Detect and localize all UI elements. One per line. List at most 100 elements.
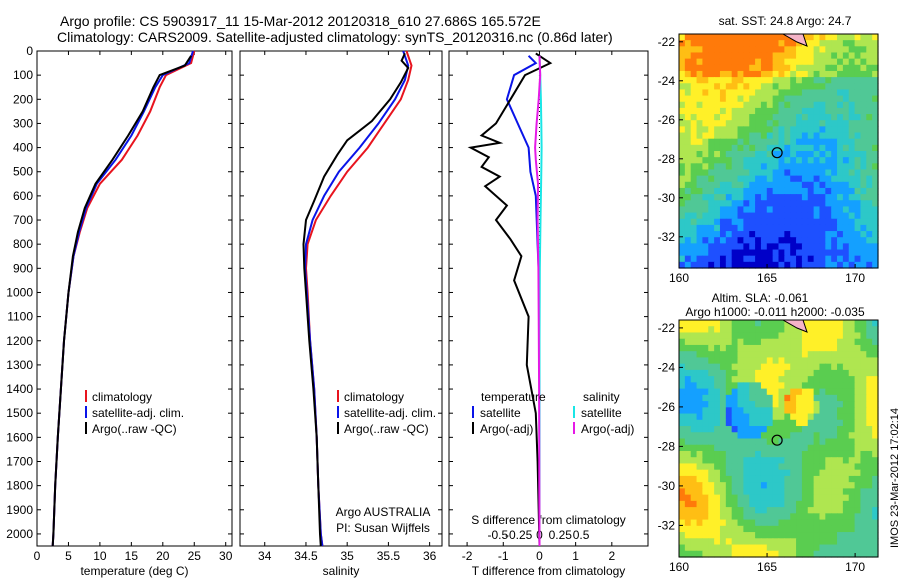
- sst-map-cell: [714, 126, 721, 134]
- sst-map-cell: [725, 249, 733, 257]
- sla-map-cell: [831, 494, 838, 502]
- sst-map-cell: [737, 58, 744, 66]
- sla-map-cell: [860, 357, 867, 365]
- sst-map-cell: [755, 70, 762, 78]
- sla-map-cell: [696, 401, 704, 408]
- sst-map-cell: [860, 194, 867, 201]
- sst-map-cell: [801, 120, 809, 127]
- sla-map-cell: [831, 320, 838, 327]
- sst-map-cell: [842, 218, 850, 226]
- sla-map-cell: [860, 338, 867, 346]
- sst-map-cell: [784, 138, 791, 146]
- sla-map-cell: [690, 401, 698, 408]
- sst-map-cell: [778, 126, 785, 134]
- sla-map-cell: [766, 507, 774, 514]
- sst-map-cell: [796, 175, 803, 183]
- sst-map-cell: [801, 255, 809, 263]
- sla-map-cell: [690, 326, 698, 334]
- sla-map-cell: [807, 457, 815, 465]
- sst-map-cell: [790, 107, 797, 115]
- sla-map-cell: [725, 363, 733, 371]
- sst-map-cell: [690, 218, 698, 226]
- sst-map-cell: [801, 34, 809, 41]
- sla-map-cell: [766, 469, 774, 477]
- sla-map-cell: [679, 438, 686, 446]
- sst-map-cell: [790, 175, 797, 183]
- sst-map-cell: [749, 89, 756, 97]
- sst-map-cell: [813, 120, 821, 127]
- sst-map-cell: [807, 200, 815, 208]
- sla-map-cell: [801, 519, 809, 527]
- sst-map-cell: [766, 132, 774, 140]
- sst-map-cell: [784, 157, 791, 164]
- sst-map-cell: [725, 237, 733, 244]
- sst-map-cell: [766, 157, 774, 164]
- sst-map-cell: [755, 243, 762, 251]
- sst-map-cell: [743, 89, 750, 97]
- sla-map-cell: [807, 550, 815, 558]
- sst-map-cell: [719, 175, 727, 183]
- sst-map-cell: [790, 206, 797, 214]
- sst-map-cell: [743, 151, 750, 158]
- sla-map-cell: [679, 332, 686, 340]
- sla-map-cell: [684, 332, 692, 340]
- sst-map-cell: [684, 101, 692, 109]
- sst-map-cell: [679, 169, 686, 177]
- sst-map-cell: [784, 243, 791, 251]
- sst-map-cell: [796, 126, 803, 134]
- sla-map-cell: [872, 513, 879, 521]
- sst-map-cell: [755, 46, 762, 54]
- sst-map-cell: [731, 243, 739, 251]
- sla-map-cell: [837, 351, 844, 359]
- sla-map-cell: [719, 401, 727, 408]
- sst-map-cell: [684, 194, 692, 201]
- sla-map-cell: [848, 432, 856, 440]
- sst-map-cell: [872, 40, 879, 47]
- sst-map-cell: [819, 218, 826, 226]
- sla-map-cell: [702, 376, 709, 383]
- sla-map-cell: [719, 388, 727, 396]
- sst-map-cell: [743, 144, 750, 152]
- sst-map-cell: [825, 34, 832, 41]
- sla-map-cell: [766, 394, 774, 402]
- sla-map-cell: [842, 394, 850, 402]
- sla-map-cell: [702, 320, 709, 327]
- sla-map-cell: [696, 457, 704, 465]
- sla-map-cell: [848, 488, 856, 496]
- sst-map-cell: [743, 187, 750, 195]
- sst-map-cell: [760, 77, 768, 84]
- sst-map-cell: [831, 70, 838, 78]
- sst-map-cell: [737, 237, 744, 244]
- sst-map-cell: [825, 157, 832, 164]
- sst-map-cell: [872, 163, 879, 171]
- sst-map-cell: [807, 77, 815, 84]
- sla-map-cell: [749, 320, 756, 327]
- sst-map-cell: [807, 218, 815, 226]
- sst-map-cell: [696, 120, 704, 127]
- sla-map-cell: [872, 401, 879, 408]
- sst-map-cell: [696, 34, 704, 41]
- sla-map-cell: [702, 463, 709, 471]
- sst-map-cell: [696, 64, 704, 72]
- sla-map-cell: [684, 550, 692, 558]
- sla-map-cell: [755, 401, 762, 408]
- sst-map-cell: [755, 194, 762, 201]
- sst-map-cell: [848, 163, 856, 171]
- sla-map-cell: [714, 357, 721, 365]
- sst-map-cell: [755, 212, 762, 220]
- sst-map-cell: [725, 40, 733, 47]
- sst-map-cell: [772, 175, 780, 183]
- sst-map-cell: [731, 132, 739, 140]
- sst-map-cell: [760, 175, 768, 183]
- sst-map-cell: [766, 89, 774, 97]
- sla-map-cell: [760, 394, 768, 402]
- sla-map-cell: [684, 488, 692, 496]
- sla-map-cell: [790, 407, 797, 415]
- sst-map-xtick-label: 165: [757, 271, 777, 285]
- sla-map-cell: [872, 369, 879, 377]
- sla-map-cell: [719, 544, 727, 552]
- sst-map-cell: [737, 206, 744, 214]
- sla-map-cell: [790, 426, 797, 433]
- sst-map-cell: [790, 231, 797, 238]
- sla-map-cell: [719, 507, 727, 514]
